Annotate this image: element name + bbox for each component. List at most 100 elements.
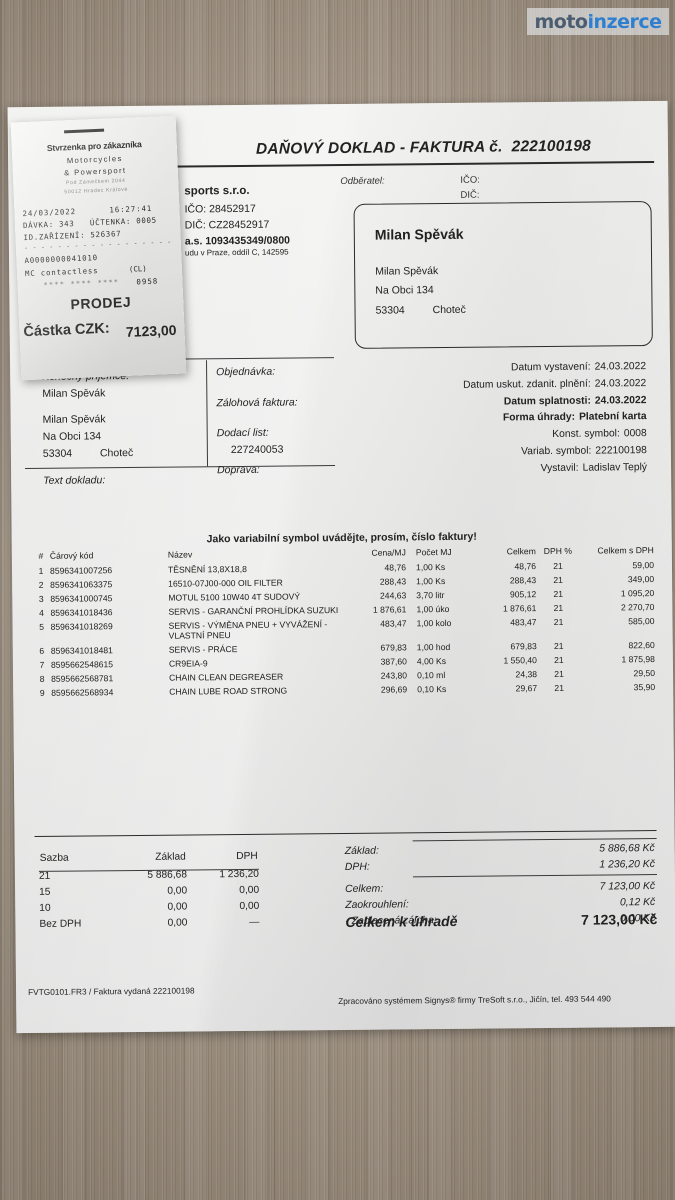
payment-receipt: Stvrzenka pro zákazníka Motorcycles & Po… [10,115,187,381]
motoinzerce-watermark: moto inzerce [527,8,669,35]
item-total-with-vat: 349,00 [627,574,655,585]
item-quantity: 1,00 kolo [416,617,452,629]
th-total-with-vat: Celkem s DPH [597,545,654,556]
vat-summary-table: Sazba Základ DPH 21 5 886,68 1 236,20 15 0,0… [39,850,260,932]
supplier-block: sports s.r.o. IČO: 28452917 DIČ: CZ28452… [184,182,374,234]
grand-total-value: 7 123,00 Kč [581,910,658,928]
watermark-part2: inzerce [587,10,662,33]
invoice-title-text: DAŇOVÝ DOKLAD - FAKTURA č. [255,138,503,158]
item-total-with-vat: 29,50 [633,668,656,679]
item-barcode: 8595662568934 [51,687,114,698]
document-text-label: Text dokladu: [43,474,106,487]
item-total-with-vat: 822,60 [628,640,655,651]
item-barcode: 8596341000745 [50,593,113,604]
item-vat-rate: 21 [553,602,564,613]
total-value: 5 886,68 Kč [599,843,655,855]
meta-label: Forma úhrady: [502,412,576,424]
item-total-with-vat: 1 875,98 [621,654,655,665]
meta-value: 24.03.2022 [594,394,647,407]
item-barcode: 8596341018481 [50,645,113,656]
receipt-amount-value: 7123,00 [125,321,177,340]
receipt-transaction-type: PRODEJ [70,293,132,313]
customer-address-box: Milan Spěvák Milan Spěvák Na Obci 134 53… [353,201,653,349]
item-total-with-vat: 585,00 [628,616,655,627]
item-index: 6 [39,645,45,656]
item-sum: 29,67 [515,683,538,694]
item-unit-price: 679,83 [380,642,407,653]
item-index: 7 [39,659,45,670]
total-label: Základ: [344,846,379,858]
receipt-card-scheme: MC contactless [24,266,99,279]
item-index: 1 [38,565,44,576]
supplier-dic-value: CZ28452917 [208,218,270,232]
total-value: 1 236,20 Kč [599,859,655,871]
total-label: Celkem: [345,883,384,895]
item-barcode: 8596341018269 [50,621,113,632]
delivery-note-value: 227240053 [230,443,284,456]
final-recipient-city: Choteč [99,446,134,460]
item-barcode: 8596341007256 [49,565,113,576]
watermark-part1: moto [534,10,588,33]
th-vat-amount-label: DPH [236,850,258,863]
delivery-note-label: Dodací list: [216,426,269,440]
item-barcode: 8596341063375 [50,579,113,590]
total-value: 0,12 Kč [619,896,656,909]
item-sum: 288,43 [509,575,537,586]
item-total-with-vat: 59,00 [632,560,655,571]
meta-value: Ladislav Teplý [582,461,648,474]
th-vat-rate: DPH % [543,545,572,557]
item-quantity: 3,70 litr [416,590,445,601]
item-quantity: 1,00 hod [416,641,451,653]
final-recipient-block: Konečný příjemce: Milan Spěvák Milan Spě… [42,368,133,463]
invoice-meta-block: Datum vystavení: 24.03.2022 Datum uskut. … [310,359,647,480]
meta-row: Vystavil: Ladislav Teplý [311,460,648,480]
item-quantity: 1,00 Ks [416,576,446,587]
item-quantity: 4,00 Ks [416,656,447,667]
line-items-table: # Čárový kód Název Cena/MJ Počet MJ Celk… [32,545,655,700]
item-unit-price: 483,47 [380,618,407,629]
meta-value: 222100198 [595,444,647,457]
vat-row: Bez DPH 0,00 — [39,914,259,932]
item-sum: 679,83 [510,641,537,652]
meta-value: 24.03.2022 [594,361,647,373]
meta-label: Datum vystavení: [510,361,591,374]
footer-right-text: Zpracováno systémem Signys® firmy TreSof… [338,993,611,1007]
meta-value: 0008 [623,428,647,440]
order-label: Objednávka: [216,365,276,379]
meta-label: Datum splatnosti: [503,395,591,408]
receipt-top-bar [64,128,105,134]
customer-address-line2: Na Obci 134 [375,284,434,298]
customer-name: Milan Spěvák [374,225,464,243]
item-sum: 905,12 [509,589,537,600]
item-quantity: 1,00 úko [416,603,450,615]
item-index: 3 [38,593,44,604]
th-vat-base-label: Základ [155,851,186,863]
item-vat-rate: 21 [554,668,564,679]
item-barcode: 8595662568781 [51,673,114,684]
item-sum: 1 876,61 [502,603,537,614]
total-label: Zaokrouhlení: [345,899,409,911]
th-barcode: Čárový kód [49,550,94,561]
item-unit-price: 244,63 [379,590,407,601]
item-vat-rate: 21 [553,640,564,651]
final-recipient-name: Milan Spěvák [42,387,106,400]
meta-label: Variab. symbol: [521,445,592,458]
receipt-number: ÚČTENKA: 0005 [89,215,158,228]
final-recipient-line2: Na Obci 134 [42,430,102,443]
item-name: SERVIS - VÝMĚNA PNEU + VYVÁŽENÍ - VLASTN… [168,619,328,641]
customer-city: Choteč [432,303,466,316]
supplier-ico-value: 28452917 [209,202,256,216]
meta-label: Vystavil: [540,462,579,474]
supplier-dic-label: DIČ: [184,219,206,232]
receipt-amount-label: Částka CZK: [23,320,110,341]
invoice-number: 222100198 [511,137,592,156]
footer-left-text: FVTG0101.FR3 / Faktura vydaná 222100198 [28,985,195,998]
final-recipient-zip: 53304 [42,447,73,460]
item-unit-price: 296,69 [380,684,408,695]
vat-rate: 15 [39,886,51,898]
final-recipient-line1: Milan Spěvák [42,413,106,426]
meta-value: Platební karta [578,411,647,424]
item-sum: 48,76 [514,561,537,572]
receipt-time: 16:27:41 [109,203,153,215]
total-value: 7 123,00 Kč [599,880,656,893]
